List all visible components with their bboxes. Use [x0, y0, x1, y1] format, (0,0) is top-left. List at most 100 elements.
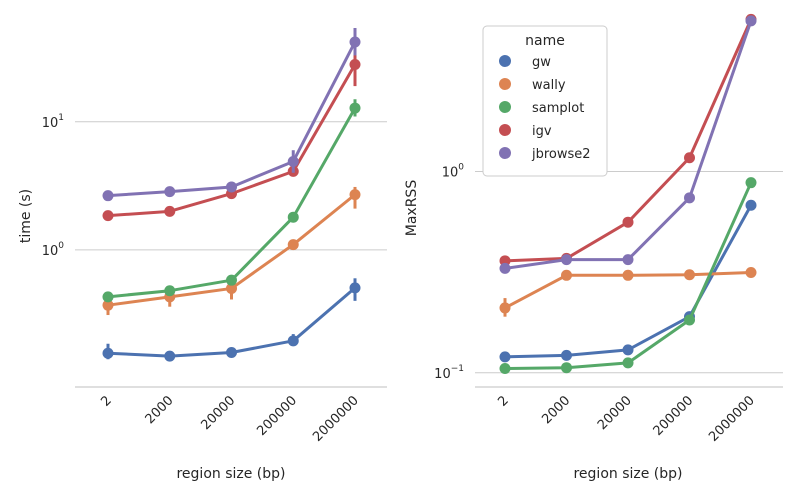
- data-point: [287, 239, 299, 251]
- data-point: [226, 347, 237, 359]
- left-y-axis-title: time (s): [18, 189, 34, 243]
- x-tick-label: 2000000: [310, 393, 362, 445]
- legend-item-jbrowse2: jbrowse2: [499, 147, 591, 162]
- data-point: [622, 357, 634, 369]
- x-tick-label: 200000: [651, 393, 697, 439]
- y-tick-label: 101: [42, 113, 64, 131]
- data-point: [349, 102, 361, 114]
- data-point: [287, 155, 299, 167]
- y-tick-exponent: 1: [58, 113, 64, 123]
- series-line: [107, 107, 357, 299]
- x-tick-label: 2: [98, 393, 114, 409]
- data-point: [561, 254, 572, 266]
- series-jbrowse2: [102, 28, 361, 202]
- legend-label: igv: [532, 124, 552, 139]
- data-point: [226, 181, 237, 193]
- y-tick-base: 10: [42, 244, 59, 259]
- series-samplot: [499, 177, 757, 375]
- y-tick-label: 100: [442, 163, 465, 181]
- legend-item-igv: igv: [499, 124, 552, 139]
- data-point: [164, 350, 176, 362]
- right-y-axis-title: MaxRSS: [404, 180, 420, 237]
- series-samplot: [102, 99, 361, 303]
- legend-marker: [499, 78, 511, 90]
- data-point: [684, 192, 695, 204]
- data-point: [102, 210, 114, 222]
- legend-label: wally: [532, 78, 566, 93]
- data-point: [499, 351, 511, 363]
- data-point: [745, 266, 757, 278]
- legend-marker: [499, 55, 511, 67]
- legend-frame: [482, 25, 608, 177]
- y-tick-exponent: 0: [458, 163, 464, 173]
- data-point: [349, 189, 361, 201]
- data-point: [499, 255, 511, 267]
- data-point: [287, 335, 299, 347]
- x-tick-label: 20000: [198, 393, 238, 433]
- data-point: [499, 363, 511, 375]
- legend: name gw wally samplot igv jbrowse2: [482, 25, 608, 177]
- legend-marker: [499, 147, 511, 159]
- data-point: [349, 36, 361, 48]
- data-point: [226, 274, 237, 286]
- data-point: [745, 15, 757, 27]
- x-tick-label: 2000000: [706, 393, 758, 445]
- data-point: [287, 211, 299, 223]
- series-wally: [102, 186, 361, 316]
- x-tick-label: 2000: [539, 393, 573, 427]
- data-point: [684, 269, 695, 281]
- legend-item-gw: gw: [499, 55, 551, 70]
- data-point: [164, 285, 176, 297]
- data-point: [499, 262, 511, 274]
- right-x-axis-title: region size (bp): [573, 466, 682, 482]
- data-point: [622, 344, 634, 356]
- legend-item-wally: wally: [499, 78, 566, 93]
- data-point: [622, 254, 634, 266]
- data-point: [622, 269, 634, 281]
- legend-label: samplot: [532, 101, 584, 116]
- data-point: [102, 190, 114, 202]
- data-point: [226, 282, 237, 294]
- data-point: [102, 347, 114, 359]
- data-point: [745, 199, 757, 211]
- data-point: [102, 291, 114, 303]
- series-jbrowse2: [499, 15, 757, 274]
- x-tick-label: 20000: [595, 393, 635, 433]
- legend-label: gw: [532, 55, 551, 70]
- y-tick-exponent: −1: [451, 364, 464, 374]
- x-tick-label: 2000: [143, 393, 177, 427]
- data-point: [349, 59, 361, 71]
- y-tick-base: 10: [434, 367, 451, 382]
- data-point: [561, 362, 572, 374]
- series-line: [504, 204, 753, 359]
- y-tick-label: 100: [42, 241, 65, 259]
- legend-label: jbrowse2: [531, 147, 591, 162]
- series-igv: [102, 53, 361, 222]
- x-tick-label: 2: [495, 393, 511, 409]
- data-point: [349, 282, 361, 294]
- data-point: [164, 186, 176, 198]
- data-point: [561, 349, 572, 361]
- legend-title: name: [525, 33, 565, 49]
- y-tick-label: 10−1: [434, 364, 464, 382]
- data-point: [684, 152, 695, 164]
- legend-marker: [499, 124, 511, 136]
- legend-marker: [499, 101, 511, 113]
- y-tick-exponent: 0: [58, 241, 64, 251]
- left-x-axis-title: region size (bp): [176, 466, 285, 482]
- y-tick-base: 10: [42, 116, 59, 131]
- series-gw: [499, 199, 757, 363]
- data-point: [684, 314, 695, 326]
- data-point: [102, 299, 114, 311]
- data-point: [499, 302, 511, 314]
- series-gw: [102, 278, 361, 362]
- data-point: [745, 177, 757, 189]
- y-tick-base: 10: [442, 166, 459, 181]
- data-point: [561, 269, 572, 281]
- data-point: [164, 205, 176, 217]
- series-wally: [499, 266, 757, 317]
- x-tick-label: 200000: [254, 393, 300, 439]
- data-point: [622, 216, 634, 228]
